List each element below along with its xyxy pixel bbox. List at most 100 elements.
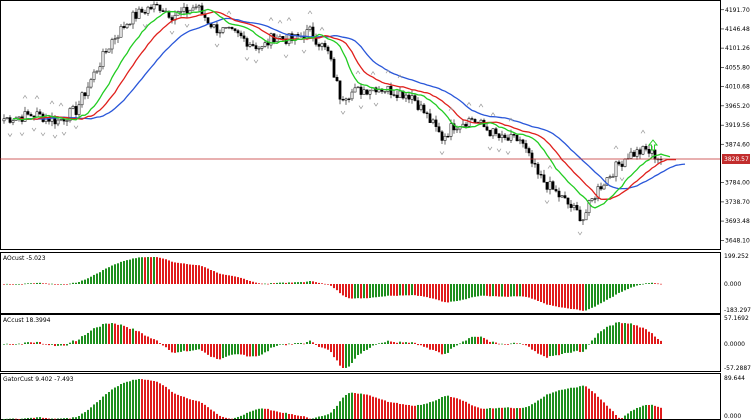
gator-bar (48, 418, 50, 420)
ao-bar (528, 284, 530, 298)
gator-bar (189, 399, 191, 419)
ao-bar (516, 284, 518, 297)
ac-bar (642, 327, 644, 344)
gator-bar (645, 404, 647, 419)
ao-bar (462, 284, 464, 300)
gator-bar (627, 413, 629, 419)
ac-bar (273, 344, 275, 348)
ao-bar (387, 284, 389, 296)
gator-bar (360, 393, 362, 419)
ac-bar (75, 341, 77, 344)
ac-bar (297, 342, 299, 344)
ao-bar (189, 264, 191, 284)
gator-bar (165, 386, 167, 419)
gator-bar (570, 387, 572, 419)
ac-bar (156, 340, 158, 344)
ac-bar (495, 342, 497, 344)
gator-bar (246, 412, 248, 419)
ao-bar (471, 284, 473, 298)
ac-bar (267, 344, 269, 352)
gator-bar (168, 389, 170, 419)
gator-bar (318, 416, 320, 419)
ac-bar (138, 331, 140, 344)
ac-bar (111, 323, 113, 344)
ac-bar (531, 344, 533, 350)
ac-bar (426, 344, 428, 348)
gator-bar (312, 418, 314, 420)
ao-bar (162, 258, 164, 284)
ao-bar (36, 282, 38, 284)
ac-bar (624, 323, 626, 344)
candle (488, 129, 492, 137)
ac-bar (612, 325, 614, 344)
price-tick-label: 4010.68 (725, 84, 750, 91)
gator-bar (69, 418, 71, 420)
gator-bar (81, 413, 83, 419)
ao-bar (90, 276, 92, 284)
gator-bar (96, 402, 98, 419)
ac-bar (486, 339, 488, 344)
ao-bar (513, 284, 515, 297)
ao-bar (621, 284, 623, 292)
gator-bar (450, 397, 452, 419)
gator-bar (630, 411, 632, 419)
ac-bar (372, 344, 374, 346)
ao-bar (120, 261, 122, 284)
fractal-up-icon (355, 70, 361, 75)
ac-bar (567, 344, 569, 353)
gator-bar (528, 406, 530, 419)
ac-bar (552, 344, 554, 356)
ao-bar (633, 284, 635, 287)
gator-bar (363, 394, 365, 419)
candle (2, 114, 6, 124)
gator-bar (426, 403, 428, 419)
gator-bar (51, 418, 53, 420)
ac-bar (423, 344, 425, 347)
gator-bar (552, 392, 554, 419)
candle (551, 180, 555, 190)
ac-bar (402, 342, 404, 344)
candle (146, 5, 150, 16)
gator-bar (228, 418, 230, 420)
price-tick-label: 4101.26 (725, 45, 750, 52)
ac-bar (195, 344, 197, 350)
ao-bar (396, 284, 398, 296)
gator-bar (162, 385, 164, 419)
candle (122, 21, 126, 30)
candle (584, 209, 588, 221)
gator-bar (231, 418, 233, 420)
ao-bar (366, 284, 368, 299)
gator-bar (261, 408, 263, 419)
ac-bar (303, 343, 305, 345)
ao-bar (390, 284, 392, 296)
ao-bar (525, 284, 527, 297)
gator-bar (393, 402, 395, 419)
gator-panel[interactable]: GatorCust 9.402 -7.493 89.644 0.000 (0, 373, 746, 420)
candle (365, 89, 369, 96)
gator-bar (501, 407, 503, 419)
gator-bar (210, 409, 212, 419)
gator-bar (597, 396, 599, 419)
fractal-down-icon (577, 231, 583, 236)
candle (242, 31, 246, 42)
ac-bar (510, 343, 512, 345)
candle (593, 196, 597, 204)
ao-bar (144, 257, 146, 284)
candle (248, 42, 252, 48)
ac-bar (117, 324, 119, 344)
gator-bar (225, 417, 227, 419)
fractal-down-icon (19, 132, 25, 137)
candle (83, 92, 87, 100)
ac-bar (6, 343, 8, 345)
gator-bar (351, 392, 353, 419)
gator-bar (582, 385, 584, 419)
gator-bar (150, 380, 152, 419)
gator-bar (174, 393, 176, 419)
ao-panel[interactable]: AOcust -5.023 199.252 0.000 -183.297 (0, 252, 752, 315)
ac-panel[interactable]: ACcust 18.3994 57.1692 0.0000 -57.2887 (0, 314, 752, 373)
ac-bar (660, 340, 662, 344)
ao-bar (540, 284, 542, 302)
gator-bar (39, 417, 41, 419)
ac-bar (90, 330, 92, 344)
